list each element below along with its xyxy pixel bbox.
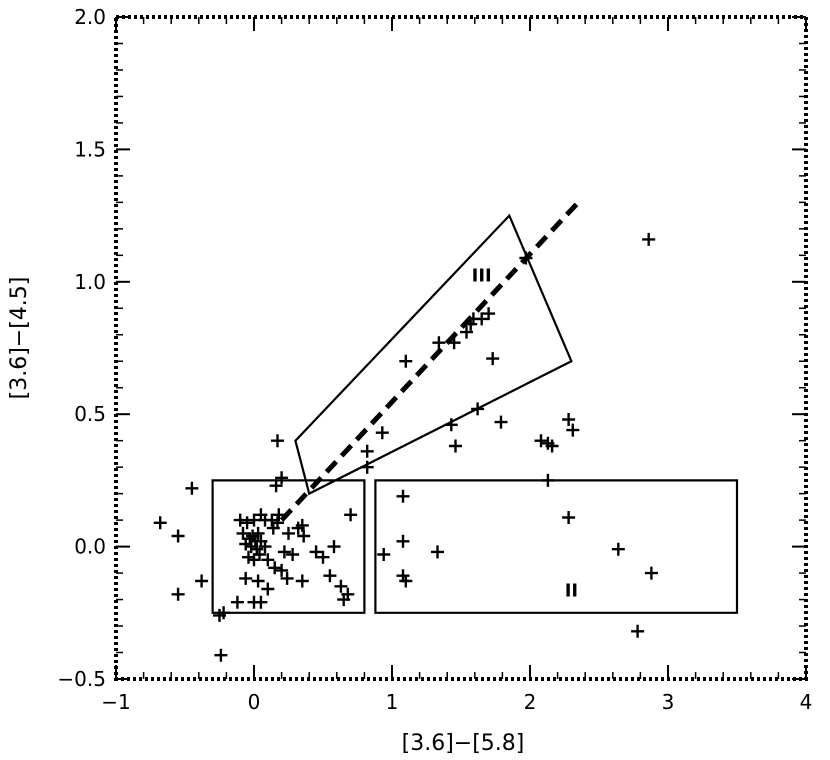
data-point-89 — [611, 542, 625, 556]
data-point-26 — [251, 526, 265, 540]
data-point-43 — [282, 526, 295, 540]
data-point-5 — [171, 587, 185, 601]
data-point-51 — [309, 545, 323, 559]
data-point-16 — [240, 516, 254, 530]
data-point-60 — [360, 444, 374, 458]
data-point-4 — [195, 574, 209, 588]
dashed-reference-line — [279, 200, 581, 522]
x-tick-label-2: 1 — [386, 690, 399, 714]
data-point-58 — [344, 508, 358, 522]
region-label-iii: III — [472, 266, 492, 287]
data-point-20 — [265, 513, 279, 527]
data-point-21 — [272, 508, 286, 522]
data-point-86 — [562, 413, 576, 426]
data-point-92 — [644, 566, 658, 580]
data-point-12 — [271, 434, 284, 448]
data-point-37 — [251, 574, 265, 588]
x-axis-label: [3.6]−[5.8] — [402, 731, 525, 756]
data-point-85 — [545, 439, 559, 453]
data-point-35 — [261, 553, 275, 567]
data-point-67 — [399, 354, 413, 368]
data-point-1 — [153, 516, 167, 530]
y-tick-label-0: −0.5 — [57, 667, 106, 691]
data-point-54 — [323, 569, 337, 583]
data-point-71 — [447, 336, 461, 350]
data-point-53 — [327, 540, 341, 554]
data-point-11 — [254, 595, 268, 609]
data-point-80 — [494, 415, 508, 429]
data-point-59 — [360, 460, 374, 474]
y-axis-label: [3.6]−[4.5] — [7, 277, 32, 400]
data-point-45 — [286, 548, 300, 561]
data-point-7 — [213, 608, 226, 622]
plot-frame — [114, 15, 808, 681]
data-point-3 — [185, 481, 199, 495]
x-tick-label-0: −1 — [101, 690, 130, 714]
y-tick-label-2: 0.5 — [74, 402, 106, 426]
data-point-90 — [631, 624, 645, 638]
data-point-42 — [271, 516, 284, 530]
data-point-48 — [297, 529, 311, 543]
data-point-57 — [341, 587, 355, 601]
data-point-70 — [444, 418, 458, 432]
data-point-47 — [295, 518, 309, 532]
data-point-78 — [482, 307, 496, 321]
data-point-22 — [236, 526, 250, 540]
data-point-50 — [295, 574, 309, 588]
data-point-91 — [642, 232, 656, 246]
data-point-73 — [460, 325, 473, 339]
data-point-64 — [396, 534, 410, 548]
data-point-39 — [268, 561, 282, 575]
data-point-38 — [261, 582, 275, 596]
data-point-15 — [233, 513, 247, 527]
data-point-52 — [316, 550, 330, 564]
data-point-13 — [275, 471, 289, 485]
data-point-62 — [377, 548, 391, 561]
data-point-69 — [432, 336, 446, 350]
data-point-79 — [486, 352, 500, 366]
data-point-34 — [258, 540, 272, 554]
data-point-88 — [566, 423, 580, 437]
data-point-68 — [431, 545, 444, 559]
data-point-84 — [541, 473, 555, 487]
y-tick-label-5: 2.0 — [74, 5, 106, 29]
data-point-40 — [275, 563, 289, 577]
data-point-2 — [171, 529, 185, 543]
data-point-14 — [269, 479, 283, 493]
x-tick-label-3: 2 — [524, 690, 537, 714]
data-point-36 — [239, 571, 253, 585]
x-tick-label-5: 4 — [800, 690, 813, 714]
region-outline-2 — [374, 479, 739, 614]
x-tick-label-4: 3 — [662, 690, 675, 714]
data-point-44 — [277, 545, 291, 559]
plot-border — [114, 15, 808, 681]
axis-labels: −1 0 1 2 3 4 −0.5 0.0 0.5 1.0 1.5 2.0 [3.6]−[5.8] [3.… — [7, 5, 812, 756]
data-point-8 — [214, 648, 228, 662]
data-point-17 — [247, 513, 261, 527]
data-point-72 — [449, 439, 462, 453]
y-tick-label-3: 1.0 — [74, 270, 106, 294]
y-tick-label-1: 0.0 — [74, 535, 106, 559]
data-point-55 — [334, 579, 348, 593]
x-tick-label-1: 0 — [248, 690, 261, 714]
y-tick-label-4: 1.5 — [74, 137, 106, 161]
data-point-87 — [562, 511, 576, 524]
data-point-9 — [230, 595, 244, 609]
data-point-63 — [396, 489, 410, 503]
region-outline-3 — [294, 213, 573, 496]
data-point-66 — [399, 574, 413, 588]
region-outline-1 — [211, 479, 366, 614]
data-point-76 — [471, 402, 485, 416]
data-point-81 — [519, 251, 533, 265]
data-point-33 — [253, 548, 266, 561]
data-point-49 — [280, 571, 294, 585]
data-point-77 — [475, 312, 489, 326]
data-point-28 — [244, 540, 258, 554]
data-point-82 — [534, 434, 548, 448]
region-label-ii: II — [565, 581, 578, 602]
data-point-61 — [375, 426, 389, 440]
